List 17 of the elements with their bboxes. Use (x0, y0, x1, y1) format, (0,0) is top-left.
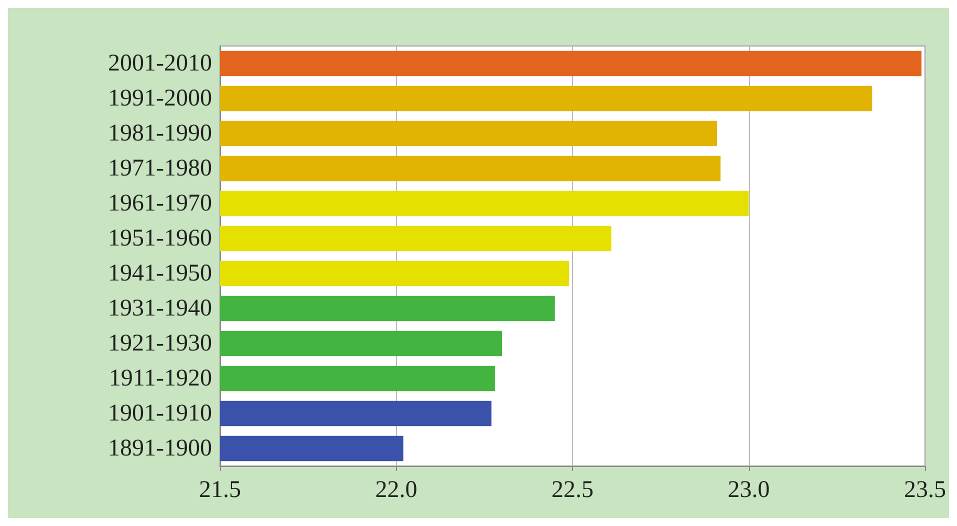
x-tick-label: 21.5 (199, 477, 241, 503)
y-tick-label: 1891-1900 (108, 436, 212, 462)
y-tick-label: 1901-1910 (108, 400, 212, 426)
y-tick-label: 1991-2000 (108, 86, 212, 112)
y-tick-label: 1921-1930 (108, 330, 212, 356)
y-tick-label: 1951-1960 (108, 226, 212, 252)
x-tick-label: 22.5 (552, 477, 594, 503)
y-tick-label: 1911-1920 (108, 366, 212, 392)
y-tick-label: 1961-1970 (108, 190, 212, 216)
x-tick-label: 23.0 (728, 477, 770, 503)
y-tick-label: 1971-1980 (108, 156, 212, 182)
y-tick-label: 1931-1940 (108, 296, 212, 322)
y-tick-label: 2001-2010 (108, 50, 212, 76)
y-tick-label: 1941-1950 (108, 260, 212, 286)
x-tick-label: 23.5 (904, 477, 946, 503)
y-tick-label: 1981-1990 (108, 120, 212, 146)
x-tick-label: 22.0 (375, 477, 418, 503)
